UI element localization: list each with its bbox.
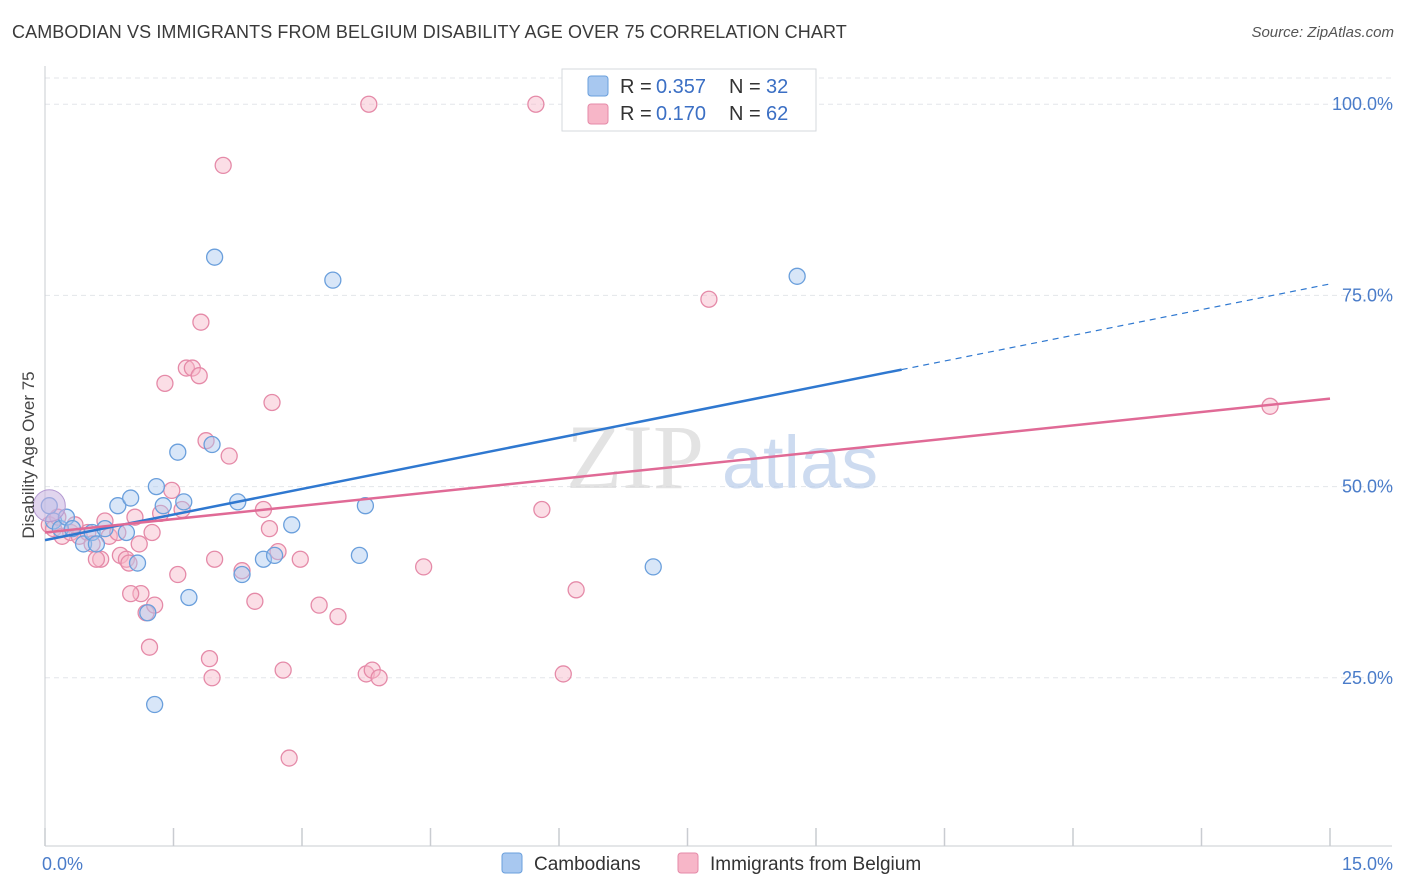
belgium-point-51 <box>533 500 551 519</box>
belgium-point-30 <box>203 669 221 687</box>
bottom-legend-swatch-cambodians <box>501 852 523 874</box>
belgium-point-37 <box>260 519 279 538</box>
belgium-point-20 <box>156 374 174 393</box>
cambodians-point-19 <box>180 588 198 607</box>
belgium-point-48 <box>370 669 388 687</box>
y-tick-label-75: 75.0% <box>1342 285 1393 305</box>
belgium-point-43 <box>310 596 328 614</box>
cambodians-point-30 <box>644 558 662 576</box>
cambodians-point-11 <box>122 489 140 507</box>
belgium-point-42 <box>291 550 309 568</box>
belgium-point-32 <box>214 156 232 175</box>
belgium-point-53 <box>567 581 585 599</box>
cambodians-point-31 <box>788 267 806 285</box>
chart-title: CAMBODIAN VS IMMIGRANTS FROM BELGIUM DIS… <box>12 22 847 42</box>
grid-lines <box>45 77 1392 679</box>
y-tick-label-25: 25.0% <box>1342 668 1393 688</box>
belgium-point-22 <box>169 565 187 584</box>
belgium-point-41 <box>280 749 298 767</box>
cambodians-point-17 <box>169 443 187 461</box>
y-tick-label-100: 100.0% <box>1332 94 1393 114</box>
cambodians-point-12 <box>128 554 147 572</box>
cambodians-point-7 <box>87 535 106 553</box>
belgium-point-61 <box>143 523 161 542</box>
trend-cambodians <box>44 368 902 542</box>
cambodians-point-29 <box>350 546 369 565</box>
cambodians-point-23 <box>233 565 251 584</box>
y-axis-label: Disability Age Over 75 <box>19 371 38 538</box>
cambodians-point-18 <box>175 493 193 511</box>
source-credit: Source: ZipAtlas.com <box>1251 24 1394 41</box>
trend-cambodians-extension <box>901 283 1331 371</box>
cambodians-point-9 <box>109 497 127 515</box>
bottom-legend-cambodians: Cambodians <box>534 854 641 875</box>
cambodians-point-5 <box>74 535 93 553</box>
belgium-point-31 <box>205 550 224 568</box>
belgium-point-54 <box>700 290 718 308</box>
cambodians-point-10 <box>117 523 136 542</box>
legend-n-label-1: N = <box>729 76 761 98</box>
belgium-point-33 <box>220 447 238 465</box>
y-tick-label-50: 50.0% <box>1342 477 1393 497</box>
belgium-point-40 <box>274 661 292 679</box>
cambodians-point-14 <box>146 695 164 714</box>
series-cambodians <box>32 248 806 714</box>
watermark-atlas: atlas <box>722 421 878 504</box>
bottom-legend-belgium: Immigrants from Belgium <box>710 854 921 875</box>
tick-labels: 25.0% 50.0% 75.0% 100.0% 0.0% 15.0% <box>42 94 1393 874</box>
belgium-point-38 <box>263 393 281 412</box>
legend-swatch-cambodians <box>587 75 609 97</box>
belgium-point-50 <box>527 95 545 113</box>
belgium-point-35 <box>246 592 264 610</box>
watermark: ZIP atlas <box>566 406 878 508</box>
cluster-point <box>32 489 66 523</box>
legend-r-value-1: 0.357 <box>656 76 706 98</box>
belgium-point-26 <box>190 367 208 385</box>
belgium-point-46 <box>360 95 378 113</box>
belgium-point-58 <box>87 550 106 568</box>
trend-belgium <box>44 397 1331 534</box>
cambodians-point-15 <box>147 477 166 496</box>
cambodians-point-26 <box>283 516 301 534</box>
axes <box>44 66 1392 847</box>
legend-r-label-1: R = <box>620 76 652 98</box>
legend-r-label-2: R = <box>620 103 652 125</box>
belgium-point-27 <box>192 313 210 331</box>
belgium-point-14 <box>130 535 148 553</box>
x-tick-label-max: 15.0% <box>1342 854 1393 874</box>
belgium-point-29 <box>200 649 219 668</box>
cambodians-point-28 <box>356 497 375 515</box>
belgium-point-34 <box>233 562 251 580</box>
belgium-point-24 <box>177 359 196 377</box>
x-tick-label-min: 0.0% <box>42 854 83 874</box>
watermark-zip: ZIP <box>566 406 704 508</box>
belgium-point-17 <box>140 638 159 656</box>
trend-lines <box>44 283 1331 542</box>
belgium-point-44 <box>329 607 347 626</box>
cambodians-point-24 <box>254 550 273 568</box>
legend-swatch-belgium <box>587 103 609 125</box>
belgium-point-49 <box>414 558 433 576</box>
cambodians-point-27 <box>324 271 342 289</box>
cambodians-point-13 <box>139 604 157 622</box>
cambodians-point-16 <box>154 497 172 515</box>
cambodians-point-25 <box>265 546 284 565</box>
cambodians-point-20 <box>205 248 224 266</box>
belgium-point-52 <box>554 665 572 683</box>
legend-top: R = 0.357 N = 32 R = 0.170 N = 62 <box>561 68 817 132</box>
legend-n-label-2: N = <box>729 103 761 125</box>
legend-r-value-2: 0.170 <box>656 103 706 125</box>
belgium-point-21 <box>163 481 181 500</box>
legend-n-value-2: 62 <box>766 103 788 125</box>
legend-bottom: Cambodians Immigrants from Belgium <box>501 852 921 875</box>
cambodians-point-21 <box>203 435 221 454</box>
bottom-legend-swatch-belgium <box>677 852 699 874</box>
legend-n-value-1: 32 <box>766 76 788 98</box>
belgium-point-60 <box>122 584 140 603</box>
